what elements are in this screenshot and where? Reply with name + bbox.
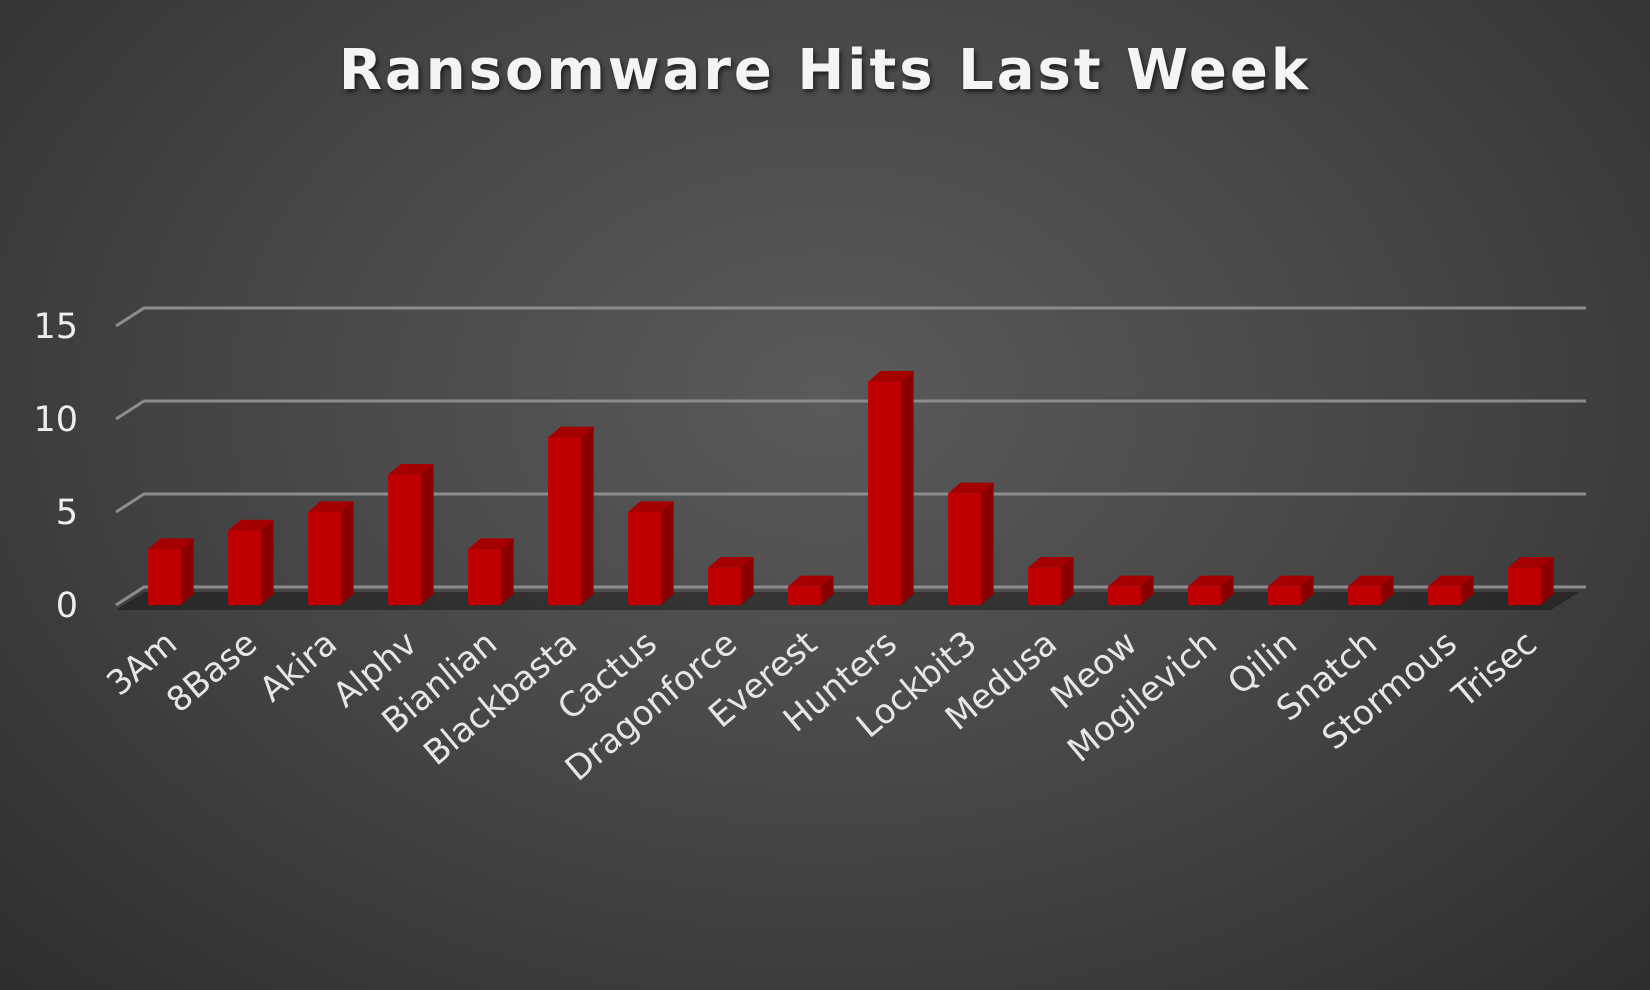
bar-front [1188,586,1221,605]
bar-top [788,575,834,587]
bar-side [421,464,434,605]
bar-side [821,575,834,605]
bar [148,538,194,605]
x-tick-label: 8Base [159,623,265,721]
bar [228,519,274,605]
bar-top [148,538,194,550]
bar-front [308,512,341,605]
bar-top [948,482,994,494]
bar-side [501,538,514,605]
bar [708,557,754,605]
bar-side [1381,575,1394,605]
bar-front [708,567,741,605]
bar-side [741,557,754,605]
gridline [115,492,1586,514]
bar-side [1061,557,1074,605]
bar-side [341,501,354,605]
gridline [115,306,1586,328]
bar-front [868,381,901,605]
x-axis-labels: 3Am8BaseAkiraAlphvBianlianBlackbastaCact… [99,623,1544,789]
bar-side [261,519,274,605]
y-tick-label: 15 [33,307,78,347]
bar-front [388,474,421,605]
bar-front [548,437,581,605]
bar-side [661,501,674,605]
bar-side [981,482,994,605]
bar-side [581,426,594,605]
bar-top [548,426,594,438]
bar [548,426,594,605]
bar-front [1028,567,1061,605]
bar-front [1508,567,1541,605]
bar [1028,557,1074,605]
bar [868,371,914,605]
bar-front [468,549,501,605]
gridlines [115,306,1586,607]
bar-top [628,501,674,512]
bar [388,464,434,605]
bar [1428,575,1474,605]
y-axis-ticks: 0 5 10 15 [33,307,78,626]
gridline [115,585,1586,607]
y-tick-label: 0 [56,586,78,626]
bar-top [1268,575,1314,587]
bar-side [1141,575,1154,605]
bar-front [228,530,261,605]
bar [1508,557,1554,605]
bar-front [788,586,821,605]
bar-top [1108,575,1154,587]
bar-top [308,501,354,512]
bar-side [1461,575,1474,605]
bar-top [1348,575,1394,587]
x-tick-label: Akira [252,623,345,710]
bar-top [1028,557,1074,568]
bar [1268,575,1314,605]
bar-front [628,512,661,605]
gridline [115,399,1586,421]
bar [788,575,834,605]
bar-side [1541,557,1554,605]
bar [1348,575,1394,605]
bar [468,538,514,605]
bar-side [1221,575,1234,605]
bar-side [901,371,914,605]
bar-top [1508,557,1554,568]
bar [308,501,354,605]
bar-side [1301,575,1314,605]
bar [1188,575,1234,605]
bar-top [468,538,514,550]
bar-top [228,519,274,531]
bar-side [181,538,194,605]
bar-front [1108,586,1141,605]
bar-top [388,464,434,475]
bars [148,371,1554,605]
y-tick-label: 10 [33,400,78,440]
bar-front [148,549,181,605]
x-tick-label: Trisec [1444,623,1544,716]
bar-front [1268,586,1301,605]
bar-top [868,371,914,382]
bar-front [948,493,981,605]
bar-front [1348,586,1381,605]
bar-top [1428,575,1474,587]
bar [1108,575,1154,605]
bar [628,501,674,605]
y-tick-label: 5 [56,493,78,533]
bar [948,482,994,605]
chart-title: Ransomware Hits Last Week [338,38,1312,103]
bar-front [1428,586,1461,605]
bar-top [1188,575,1234,587]
bar-top [708,557,754,568]
